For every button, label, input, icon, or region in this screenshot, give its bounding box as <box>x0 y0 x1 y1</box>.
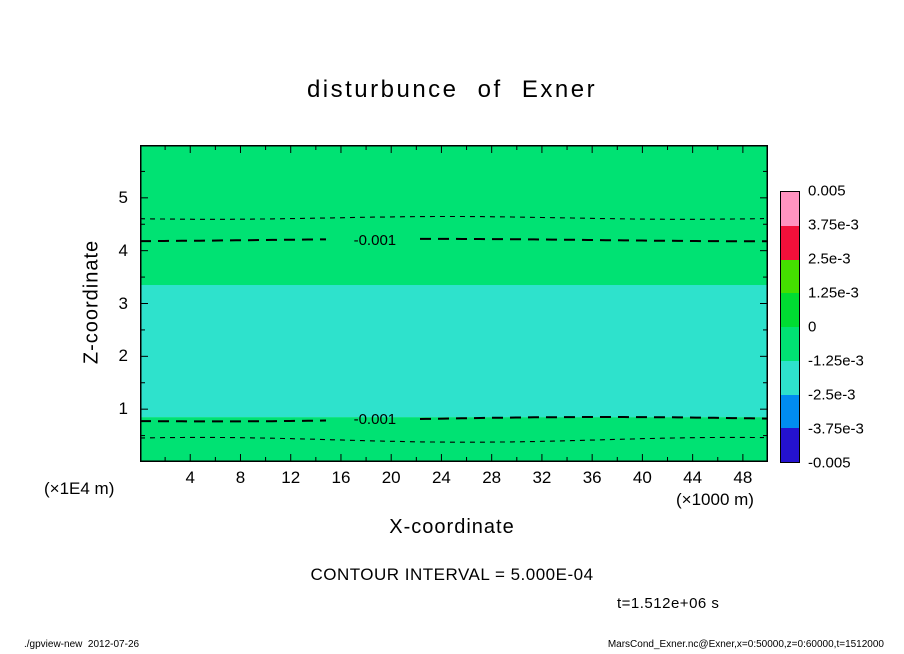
contour-line <box>140 419 327 423</box>
colorbar-label: -1.25e-3 <box>808 352 864 370</box>
x-tick-label: 8 <box>235 468 246 487</box>
colorbar-label: 0.005 <box>808 182 846 200</box>
fill-band <box>140 417 768 462</box>
colorbar-label: 1.25e-3 <box>808 284 859 302</box>
plot-title: disturbunce of Exner <box>306 76 598 103</box>
colorbar-label: 2.5e-3 <box>808 250 851 268</box>
x-tick-label: 40 <box>632 468 652 487</box>
fill-band <box>140 285 768 418</box>
contour-plot: -0.001 -0.001 <box>140 145 768 462</box>
colorbar-label: 3.75e-3 <box>808 216 859 234</box>
colorbar-segment <box>781 192 799 226</box>
colorbar-segment <box>781 225 799 260</box>
x-tick-label: 16 <box>331 468 351 487</box>
x-tick-label: 36 <box>582 468 602 487</box>
contour-line <box>140 238 326 243</box>
time-annotation: t=1.512e+06 s <box>617 595 720 612</box>
colorbar-segment <box>781 293 799 327</box>
colorbar-label: 0 <box>808 318 817 336</box>
fill-band <box>140 145 768 286</box>
colorbar-segment <box>781 327 799 361</box>
plot-border <box>140 145 768 462</box>
colorbar-label: -0.005 <box>808 454 851 472</box>
contour-line <box>419 416 768 420</box>
x-tick-label: 20 <box>381 468 401 487</box>
z-tick-label: 3 <box>118 293 128 313</box>
x-axis-unit: (×1000 m) <box>676 490 754 509</box>
colorbar-segment <box>781 394 799 429</box>
contour-line <box>420 237 768 243</box>
contour-line <box>140 215 765 220</box>
footer-command-text: ./gpview-new 2012-07-26 <box>24 639 140 650</box>
contour-interval-note: CONTOUR INTERVAL = 5.000E-04 <box>310 565 594 584</box>
y-axis-unit: (×1E4 m) <box>44 479 115 498</box>
z-tick-label: 1 <box>118 399 128 419</box>
contour-label: -0.001 <box>354 232 397 249</box>
x-tick-label: 32 <box>532 468 552 487</box>
z-tick-label: 4 <box>118 240 128 260</box>
colorbar <box>780 191 800 463</box>
contour-line <box>140 436 765 443</box>
colorbar-segment <box>781 360 799 395</box>
colorbar-segment <box>781 428 799 462</box>
colorbar-segment <box>781 259 799 294</box>
x-tick-label: 48 <box>733 468 753 487</box>
z-tick-label: 2 <box>118 346 128 366</box>
x-tick-label: 24 <box>431 468 451 487</box>
colorbar-label: -2.5e-3 <box>808 386 856 404</box>
contour-label: -0.001 <box>354 411 397 428</box>
x-tick-label: 4 <box>185 468 195 487</box>
x-axis-label: X-coordinate <box>389 516 515 538</box>
x-tick-label: 28 <box>482 468 502 487</box>
colorbar-label: -3.75e-3 <box>808 420 864 438</box>
z-tick-label: 5 <box>118 187 128 207</box>
footer-source-text: MarsCond_Exner.nc@Exner,x=0:50000,z=0:60… <box>607 639 884 650</box>
x-tick-label: 12 <box>281 468 301 487</box>
x-tick-label: 44 <box>683 468 703 487</box>
